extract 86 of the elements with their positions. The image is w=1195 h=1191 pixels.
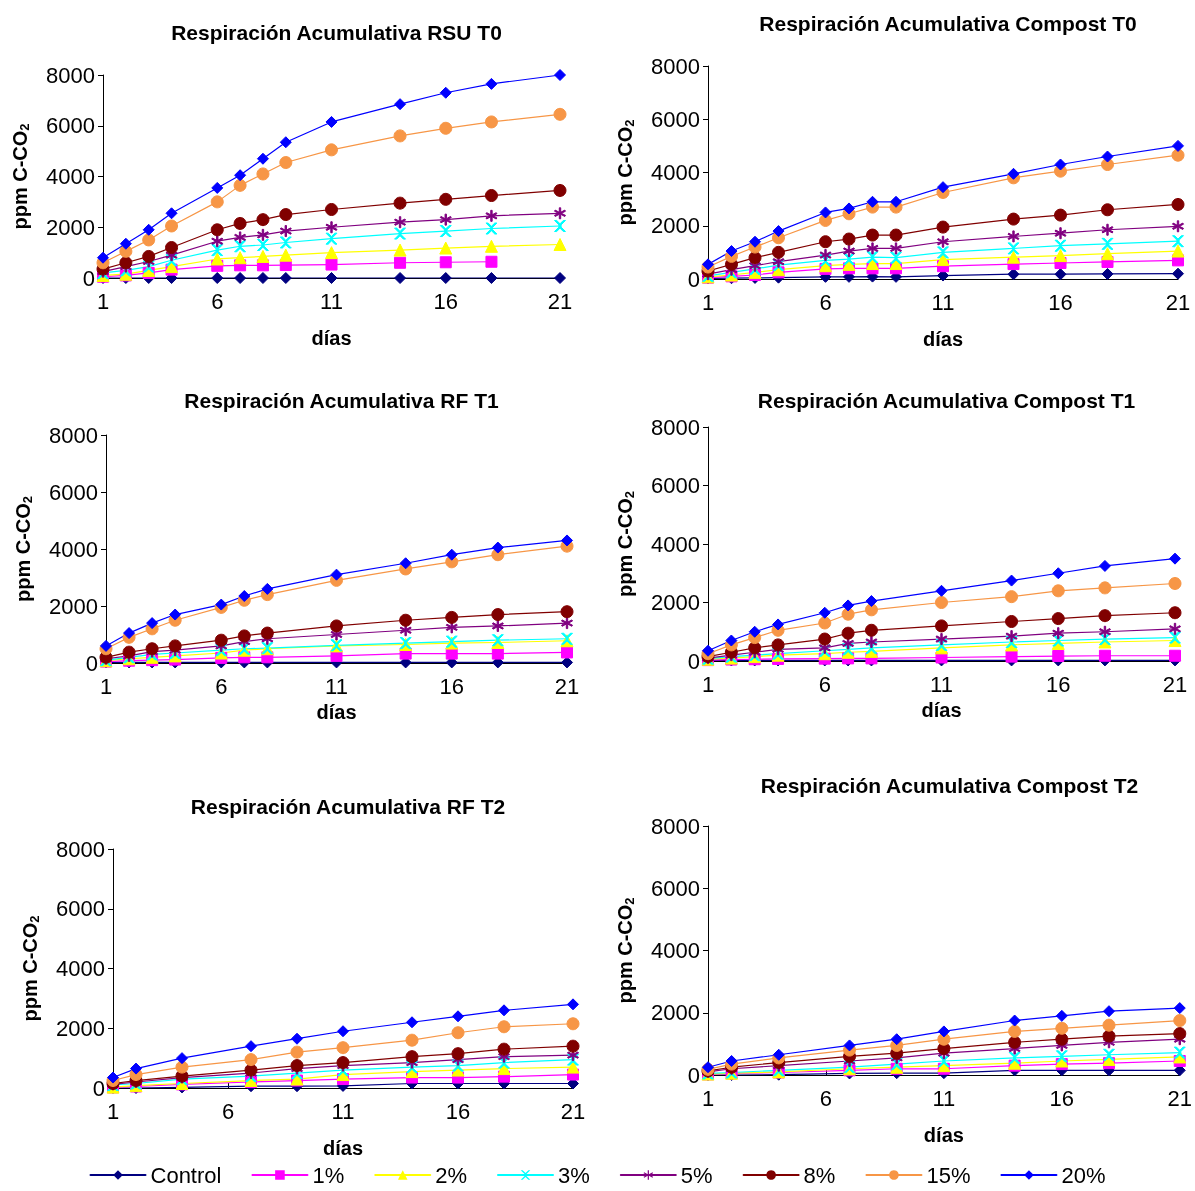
y-tick-label: 4000 <box>651 531 700 557</box>
y-tick-label: 0 <box>85 650 98 676</box>
x-tick-label: 21 <box>1167 1085 1193 1111</box>
y-tick-label: 6000 <box>651 473 700 498</box>
y-tick-label: 6000 <box>46 113 95 139</box>
x-axis-title: días <box>922 328 964 350</box>
chart-title: Respiración Acumulativa Compost T1 <box>757 389 1136 412</box>
y-tick-label: 6000 <box>651 106 700 132</box>
x-tick-label: 11 <box>325 673 348 699</box>
y-tick-label: 8000 <box>56 836 105 862</box>
chart-title: Respiración Acumulativa RF T1 <box>184 389 499 412</box>
x-axis-title: días <box>322 1137 364 1159</box>
y-tick-label: 0 <box>687 266 700 292</box>
y-tick-label: 4000 <box>49 536 98 562</box>
y-axis-title: ppm C-CO2 <box>18 915 42 1022</box>
x-tick-label: 21 <box>1165 289 1191 315</box>
x-tick-label: 1 <box>701 289 715 315</box>
x-tick-label: 6 <box>215 673 228 699</box>
x-tick-label: 16 <box>433 288 458 314</box>
y-tick-label: 8000 <box>651 414 700 440</box>
legend-label: Control <box>150 1162 222 1188</box>
x-tick-label: 11 <box>931 289 955 315</box>
y-axis-title: ppm C-CO2 <box>613 490 637 598</box>
x-tick-label: 1 <box>96 288 110 314</box>
y-tick-label: 4000 <box>651 160 700 185</box>
x-axis-title: días <box>923 1124 964 1146</box>
x-tick-label: 21 <box>560 1098 586 1124</box>
y-tick-label: 2000 <box>651 213 700 239</box>
y-tick-label: 8000 <box>651 813 700 839</box>
legend-label: 3% <box>558 1162 590 1188</box>
chart-title: Respiración Acumulativa RSU T0 <box>171 21 502 44</box>
chart-title: Respiración Acumulativa Compost T2 <box>760 774 1139 797</box>
x-tick-label: 6 <box>211 288 224 314</box>
y-tick-label: 2000 <box>49 593 98 619</box>
x-tick-label: 1 <box>701 671 715 697</box>
legend-label: 8% <box>803 1162 836 1188</box>
x-tick-label: 16 <box>1046 671 1071 697</box>
y-tick-label: 0 <box>92 1075 105 1101</box>
x-tick-label: 1 <box>701 1085 715 1111</box>
x-tick-label: 11 <box>930 671 953 697</box>
x-axis-title: días <box>311 327 352 349</box>
y-tick-label: 0 <box>687 1062 700 1088</box>
legend-label: 1% <box>312 1162 345 1188</box>
legend-label: 2% <box>435 1162 468 1188</box>
chart-title: Respiración Acumulativa RF T2 <box>190 795 506 818</box>
y-axis-title: ppm C-CO2 <box>11 495 35 603</box>
y-tick-label: 2000 <box>56 1015 105 1041</box>
x-tick-label: 11 <box>932 1085 956 1111</box>
legend-label: 5% <box>680 1162 713 1188</box>
y-tick-label: 0 <box>687 648 700 674</box>
x-tick-label: 21 <box>547 288 573 314</box>
x-tick-label: 11 <box>331 1098 355 1124</box>
y-tick-label: 4000 <box>651 938 700 963</box>
x-axis-title: días <box>316 700 357 723</box>
y-tick-label: 4000 <box>46 164 95 189</box>
y-tick-label: 6000 <box>49 479 98 505</box>
x-tick-label: 1 <box>99 673 113 699</box>
y-tick-label: 8000 <box>46 62 95 88</box>
x-tick-label: 16 <box>445 1098 471 1124</box>
y-tick-label: 8000 <box>651 53 700 79</box>
x-tick-label: 21 <box>554 673 580 699</box>
x-tick-label: 11 <box>320 288 343 314</box>
y-tick-label: 2000 <box>651 1000 700 1026</box>
y-axis-title: ppm C-CO2 <box>613 897 637 1004</box>
chart-title: Respiración Acumulativa Compost T0 <box>759 12 1137 35</box>
y-tick-label: 6000 <box>56 896 105 922</box>
y-tick-label: 4000 <box>56 956 105 981</box>
x-tick-label: 16 <box>1049 1085 1075 1111</box>
legend-label: 20% <box>1061 1162 1106 1188</box>
y-axis-title: ppm C-CO2 <box>613 119 637 226</box>
x-tick-label: 6 <box>221 1098 235 1124</box>
y-tick-label: 2000 <box>651 590 700 615</box>
x-tick-label: 21 <box>1162 671 1188 697</box>
y-tick-label: 0 <box>82 265 95 291</box>
y-axis-title: ppm C-CO2 <box>8 123 32 230</box>
x-tick-label: 6 <box>818 671 831 697</box>
x-tick-label: 6 <box>819 1085 833 1111</box>
legend-label: 15% <box>926 1162 971 1188</box>
y-tick-label: 6000 <box>651 875 700 901</box>
y-tick-label: 2000 <box>46 214 95 240</box>
x-tick-label: 16 <box>1048 289 1073 315</box>
x-tick-label: 16 <box>439 673 464 699</box>
x-tick-label: 6 <box>819 289 832 315</box>
x-tick-label: 1 <box>106 1098 120 1124</box>
x-axis-title: días <box>921 698 962 721</box>
y-tick-label: 8000 <box>49 422 98 448</box>
